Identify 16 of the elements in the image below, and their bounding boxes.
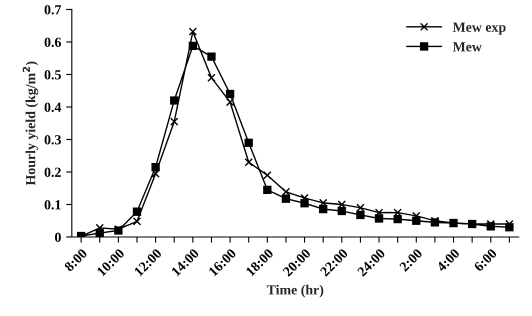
- y-tick-label: 0.1: [44, 200, 61, 210]
- x-tick-label: 8:00: [64, 248, 88, 272]
- y-tick-label: 0.6: [44, 38, 61, 47]
- y-tick-label: 0.7: [44, 5, 62, 14]
- y-tick-label: 0.3: [44, 135, 61, 145]
- y-tick-label: 0.2: [44, 168, 61, 178]
- y-tick-label: 0.4: [44, 102, 62, 112]
- y-tick-label: 0.5: [44, 70, 61, 80]
- legend-label: Mew: [452, 42, 482, 52]
- x-axis-title: Time (hr): [266, 284, 324, 298]
- y-tick-label: 0: [54, 232, 61, 242]
- x-tick-label: 6:00: [473, 248, 498, 272]
- y-axis-title: Hourly yield (kg/m$^{2}$): [22, 62, 38, 186]
- legend-label: Mew exp: [452, 22, 506, 35]
- x-tick-label: 4:00: [436, 248, 460, 272]
- x-tick-label: 2:00: [398, 248, 423, 272]
